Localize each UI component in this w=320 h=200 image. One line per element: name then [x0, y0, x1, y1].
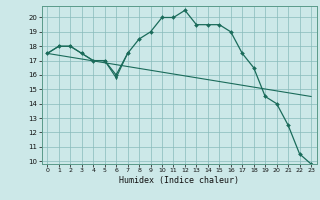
X-axis label: Humidex (Indice chaleur): Humidex (Indice chaleur) — [119, 176, 239, 185]
